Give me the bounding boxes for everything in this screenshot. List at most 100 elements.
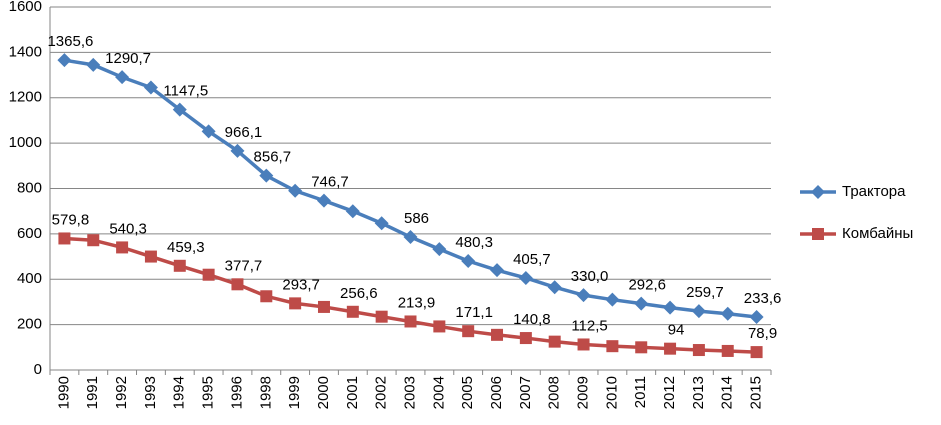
- data-label: 233,6: [744, 290, 782, 307]
- x-tick-label: 1999: [286, 376, 303, 409]
- point: [548, 335, 561, 348]
- data-label: 140,8: [513, 311, 551, 328]
- y-tick-label: 800: [17, 179, 42, 196]
- point: [749, 310, 764, 325]
- x-tick-label: 1998: [257, 376, 274, 409]
- point: [58, 232, 71, 245]
- point: [346, 305, 359, 318]
- x-tick-label: 2002: [373, 376, 390, 409]
- point: [720, 306, 735, 321]
- data-label: 1147,5: [163, 83, 208, 100]
- point: [374, 216, 389, 231]
- point: [57, 53, 72, 68]
- point: [87, 234, 100, 247]
- point: [491, 328, 504, 341]
- point: [201, 124, 216, 139]
- x-tick-label: 2004: [430, 376, 447, 409]
- y-tick-label: 1400: [9, 43, 42, 60]
- point: [432, 242, 447, 257]
- point: [144, 250, 157, 263]
- x-tick-label: 2005: [459, 376, 476, 409]
- data-label: 78,9: [748, 325, 777, 342]
- data-label: 480,3: [455, 234, 493, 251]
- legend-marker: [812, 228, 824, 240]
- data-label: 579,8: [52, 211, 90, 228]
- x-tick-label: 2003: [401, 376, 418, 409]
- point: [547, 280, 562, 295]
- x-tick-label: 2006: [488, 376, 505, 409]
- x-tick-label: 1995: [200, 376, 217, 409]
- data-label: 856,7: [254, 149, 292, 166]
- x-tick-label: 2008: [546, 376, 563, 409]
- point: [692, 344, 705, 357]
- x-tick-label: 2000: [315, 376, 332, 409]
- point: [518, 270, 533, 285]
- point: [634, 296, 649, 311]
- point: [143, 80, 158, 95]
- point: [433, 320, 446, 333]
- point: [375, 310, 388, 323]
- point: [316, 193, 331, 208]
- y-tick-label: 0: [34, 361, 42, 378]
- point: [116, 241, 129, 254]
- y-tick-label: 1000: [9, 134, 42, 151]
- data-label: 1365,6: [47, 33, 93, 50]
- point: [259, 168, 274, 183]
- data-label: 586: [404, 210, 429, 227]
- legend-label: Комбайны: [842, 225, 913, 242]
- legend-marker: [811, 185, 825, 199]
- data-label: 540,3: [109, 220, 147, 237]
- point: [462, 325, 475, 338]
- point: [289, 297, 302, 310]
- x-tick-label: 2014: [719, 376, 736, 409]
- data-label: 293,7: [282, 276, 320, 293]
- x-tick-label: 2010: [603, 376, 620, 409]
- x-tick-label: 2009: [575, 376, 592, 409]
- y-tick-label: 600: [17, 225, 42, 242]
- point: [691, 304, 706, 319]
- x-tick-label: 1994: [171, 376, 188, 409]
- point: [345, 204, 360, 219]
- y-tick-label: 1200: [9, 89, 42, 106]
- point: [577, 338, 590, 351]
- point: [635, 341, 648, 354]
- data-label: 94: [668, 322, 685, 339]
- data-label: 459,3: [167, 239, 205, 256]
- point: [519, 332, 532, 345]
- data-label: 292,6: [628, 277, 666, 294]
- y-tick-label: 1600: [9, 0, 42, 15]
- x-tick-label: 1992: [113, 376, 130, 409]
- data-label: 377,7: [225, 257, 263, 274]
- x-tick-label: 1993: [142, 376, 159, 409]
- y-tick-label: 400: [17, 270, 42, 287]
- point: [576, 288, 591, 303]
- point: [606, 340, 619, 353]
- data-label: 330,0: [571, 268, 609, 285]
- point: [115, 70, 130, 85]
- x-tick-label: 1991: [84, 376, 101, 409]
- data-label: 1290,7: [105, 50, 151, 67]
- data-label: 259,7: [686, 284, 724, 301]
- x-tick-label: 1996: [228, 376, 245, 409]
- data-label: 171,1: [455, 304, 493, 321]
- point: [288, 183, 303, 198]
- data-label: 256,6: [340, 285, 378, 302]
- data-label: 213,9: [398, 294, 436, 311]
- x-tick-label: 2001: [344, 376, 361, 409]
- x-tick-label: 1990: [55, 376, 72, 409]
- point: [404, 315, 417, 328]
- data-label: 405,7: [513, 251, 551, 268]
- point: [202, 268, 215, 281]
- point: [260, 290, 273, 303]
- point: [173, 259, 186, 272]
- point: [490, 263, 505, 278]
- point: [663, 300, 678, 315]
- point: [461, 254, 476, 269]
- point: [230, 143, 245, 158]
- point: [664, 342, 677, 355]
- x-tick-label: 2011: [632, 376, 649, 408]
- x-tick-label: 2013: [690, 376, 707, 409]
- data-label: 112,5: [571, 317, 607, 334]
- point: [86, 57, 101, 72]
